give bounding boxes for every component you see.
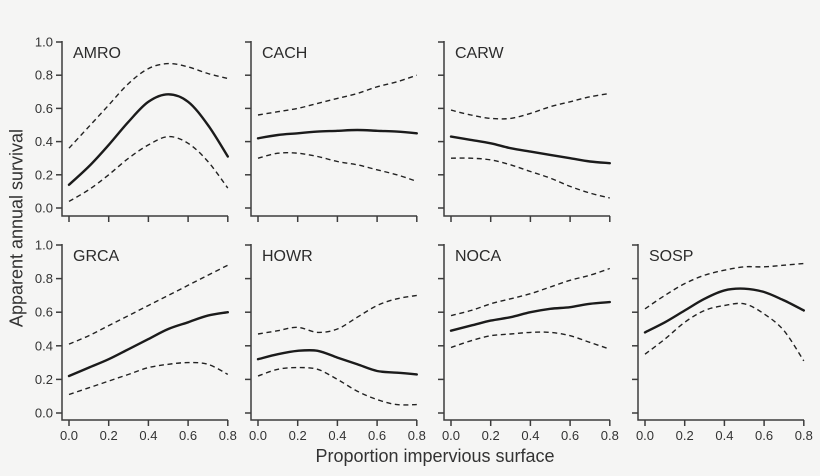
grca-estimate-curve (67, 311, 229, 378)
x-tick-label: 0.8 (219, 428, 237, 443)
x-tick-label: 0.8 (795, 428, 813, 443)
panel-title: CARW (455, 45, 504, 62)
x-tick-label: 0.6 (368, 428, 386, 443)
panel-axes (443, 244, 610, 421)
panel-carw: CARW (438, 41, 611, 222)
amro-lower-ci-curve (68, 135, 229, 202)
x-tick-label: 0.4 (715, 428, 733, 443)
x-tick-label: 0.0 (60, 428, 78, 443)
x-tick-label: 0.6 (755, 428, 773, 443)
panel-axes (61, 244, 228, 421)
y-tick-label: 1.0 (35, 35, 53, 50)
x-tick-label: 0.4 (521, 428, 539, 443)
y-tick-label: 0.6 (35, 305, 53, 320)
noca-upper-ci-curve (450, 267, 611, 317)
x-tick-label: 0.6 (179, 428, 197, 443)
amro-estimate-curve (67, 93, 229, 186)
grca-upper-ci-curve (68, 264, 229, 345)
x-axis-title: Proportion impervious surface (315, 446, 555, 466)
panel-title: SOSP (649, 248, 693, 265)
y-tick-label: 0.6 (35, 101, 53, 116)
cach-estimate-curve (256, 128, 418, 140)
y-tick-label: 0.8 (35, 68, 53, 83)
x-tick-label: 0.4 (328, 428, 346, 443)
x-tick-label: 0.0 (249, 428, 267, 443)
panel-sosp: 0.0 0.2 0.4 0.6 0.8 SOSP (632, 244, 813, 443)
x-tick-label: 0.2 (676, 428, 694, 443)
sosp-estimate-curve (643, 287, 805, 334)
sosp-upper-ci-curve (644, 262, 804, 310)
noca-lower-ci-curve (450, 331, 611, 350)
x-tick-label: 0.4 (139, 428, 157, 443)
grca-lower-ci-curve (68, 361, 229, 396)
panel-howr: 0.0 0.2 0.4 0.6 0.8 HOWR (245, 244, 426, 443)
amro-upper-ci-curve (68, 62, 228, 149)
sosp-lower-ci-curve (644, 302, 805, 362)
x-tick-label: 0.2 (289, 428, 307, 443)
x-tick-label: 0.8 (601, 428, 619, 443)
y-tick-label: 0.4 (35, 134, 53, 149)
cach-upper-ci-curve (257, 74, 418, 116)
howr-upper-ci-curve (257, 294, 417, 335)
panel-title: HOWR (262, 248, 313, 265)
panel-axes (443, 41, 610, 217)
panel-axes (637, 244, 804, 421)
carw-upper-ci-curve (450, 92, 610, 120)
panel-title: NOCA (455, 248, 502, 265)
panel-title: GRCA (73, 248, 120, 265)
panel-grca: 0.0 0.2 0.4 0.6 0.8 1.0 0.0 0.2 0.4 0.6 0.8 GRCA (35, 238, 237, 444)
carw-lower-ci-curve (450, 157, 610, 199)
noca-estimate-curve (449, 300, 611, 332)
howr-estimate-curve (256, 348, 418, 376)
x-tick-label: 0.8 (408, 428, 426, 443)
panel-title: AMRO (73, 45, 121, 62)
cach-lower-ci-curve (257, 152, 418, 183)
panel-axes (61, 41, 228, 217)
x-tick-label: 0.2 (482, 428, 500, 443)
x-tick-label: 0.6 (561, 428, 579, 443)
panel-noca: 0.0 0.2 0.4 0.6 0.8 NOCA (438, 244, 619, 443)
panel-cach: CACH (245, 41, 418, 222)
y-tick-label: 0.0 (35, 201, 53, 216)
x-tick-label: 0.2 (100, 428, 118, 443)
x-tick-label: 0.0 (636, 428, 654, 443)
panel-axes (250, 41, 417, 217)
carw-estimate-curve (449, 135, 611, 165)
y-tick-label: 0.2 (35, 167, 53, 182)
x-tick-label: 0.0 (442, 428, 460, 443)
y-axis-title: Apparent annual survival (6, 128, 27, 328)
panel-axes (250, 244, 417, 421)
panel-amro: 0.0 0.2 0.4 0.6 0.8 1.0 AMRO (35, 35, 229, 222)
y-tick-label: 0.2 (35, 372, 53, 387)
howr-lower-ci-curve (257, 366, 417, 406)
y-tick-label: 0.0 (35, 406, 53, 421)
y-tick-label: 1.0 (35, 238, 53, 253)
panel-title: CACH (262, 45, 307, 62)
y-tick-label: 0.4 (35, 338, 53, 353)
y-tick-label: 0.8 (35, 271, 53, 286)
